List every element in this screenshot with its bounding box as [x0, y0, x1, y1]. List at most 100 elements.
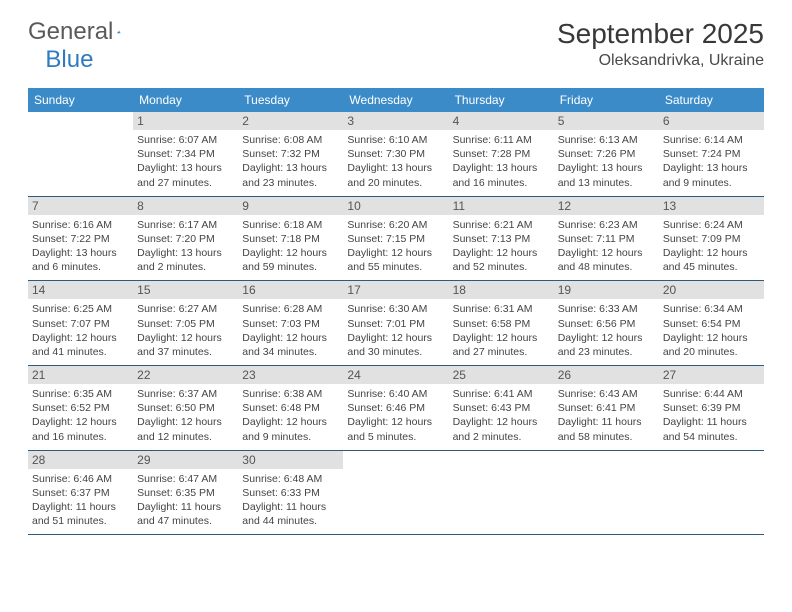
day-number — [659, 451, 764, 455]
sun-line: Daylight: 12 hours — [347, 331, 444, 345]
day-number: 17 — [343, 281, 448, 299]
sun-line: Sunset: 7:28 PM — [453, 147, 550, 161]
sun-line: Daylight: 11 hours — [558, 415, 655, 429]
sun-line: Sunrise: 6:24 AM — [663, 218, 760, 232]
sun-line: Sunrise: 6:34 AM — [663, 302, 760, 316]
sun-line: Sunrise: 6:18 AM — [242, 218, 339, 232]
day-number — [343, 451, 448, 455]
sun-line: Sunrise: 6:43 AM — [558, 387, 655, 401]
sun-line: Sunrise: 6:25 AM — [32, 302, 129, 316]
sun-line: Daylight: 12 hours — [32, 331, 129, 345]
dow-monday: Monday — [133, 88, 238, 112]
day-cell: 24Sunrise: 6:40 AMSunset: 6:46 PMDayligh… — [343, 366, 448, 450]
sun-line: Sunrise: 6:38 AM — [242, 387, 339, 401]
sun-line: Sunrise: 6:46 AM — [32, 472, 129, 486]
day-number: 14 — [28, 281, 133, 299]
sun-line: Sunset: 7:26 PM — [558, 147, 655, 161]
sun-line: Sunrise: 6:17 AM — [137, 218, 234, 232]
day-cell — [554, 451, 659, 535]
sun-line: Daylight: 12 hours — [453, 415, 550, 429]
sun-line: Daylight: 13 hours — [137, 161, 234, 175]
sun-line: Sunset: 7:32 PM — [242, 147, 339, 161]
sun-line: Daylight: 12 hours — [663, 246, 760, 260]
sun-line: Sunset: 6:46 PM — [347, 401, 444, 415]
day-cell: 17 Sunrise: 6:30 AMSunset: 7:01 PMDayligh… — [343, 281, 448, 365]
day-cell: 15Sunrise: 6:27 AMSunset: 7:05 PMDayligh… — [133, 281, 238, 365]
sun-line: and 52 minutes. — [453, 260, 550, 274]
day-cell: 21Sunrise: 6:35 AMSunset: 6:52 PMDayligh… — [28, 366, 133, 450]
day-number: 8 — [133, 197, 238, 215]
sun-line: Sunset: 6:54 PM — [663, 317, 760, 331]
sun-line: Sunset: 6:50 PM — [137, 401, 234, 415]
weeks-container: 1Sunrise: 6:07 AMSunset: 7:34 PMDaylight… — [28, 112, 764, 535]
sun-line: Daylight: 13 hours — [453, 161, 550, 175]
sun-line: and 59 minutes. — [242, 260, 339, 274]
day-number: 12 — [554, 197, 659, 215]
sun-line: Daylight: 13 hours — [32, 246, 129, 260]
sun-line: Sunrise: 6:37 AM — [137, 387, 234, 401]
sun-line: and 2 minutes. — [453, 430, 550, 444]
sun-line: Daylight: 11 hours — [32, 500, 129, 514]
week-row: 1Sunrise: 6:07 AMSunset: 7:34 PMDaylight… — [28, 112, 764, 197]
logo: General — [28, 18, 141, 46]
day-cell: 25Sunrise: 6:41 AMSunset: 6:43 PMDayligh… — [449, 366, 554, 450]
day-number: 3 — [343, 112, 448, 130]
day-number: 13 — [659, 197, 764, 215]
week-row: 28Sunrise: 6:46 AMSunset: 6:37 PMDayligh… — [28, 451, 764, 536]
sun-line: Daylight: 13 hours — [242, 161, 339, 175]
sun-line: Sunrise: 6:30 AM — [347, 302, 444, 316]
sun-line: Daylight: 12 hours — [347, 246, 444, 260]
day-number: 15 — [133, 281, 238, 299]
sun-line: Daylight: 13 hours — [347, 161, 444, 175]
sun-line: Daylight: 11 hours — [663, 415, 760, 429]
day-number — [554, 451, 659, 455]
day-cell: 1Sunrise: 6:07 AMSunset: 7:34 PMDaylight… — [133, 112, 238, 196]
day-number: 16 — [238, 281, 343, 299]
logo-sail-icon — [117, 23, 121, 41]
sun-line: and 12 minutes. — [137, 430, 234, 444]
day-number: 7 — [28, 197, 133, 215]
logo-word2: Blue — [45, 46, 93, 74]
sun-line: Sunrise: 6:48 AM — [242, 472, 339, 486]
sun-line: Daylight: 12 hours — [242, 246, 339, 260]
logo-word1: General — [28, 18, 113, 46]
day-number: 26 — [554, 366, 659, 384]
sun-line: and 5 minutes. — [347, 430, 444, 444]
location: Oleksandrivka, Ukraine — [557, 52, 764, 70]
sun-line: and 34 minutes. — [242, 345, 339, 359]
day-cell: 14Sunrise: 6:25 AMSunset: 7:07 PMDayligh… — [28, 281, 133, 365]
sun-line: Daylight: 12 hours — [137, 415, 234, 429]
sun-line: Sunset: 7:20 PM — [137, 232, 234, 246]
sun-line: and 54 minutes. — [663, 430, 760, 444]
sun-line: Sunrise: 6:08 AM — [242, 133, 339, 147]
day-number: 18 — [449, 281, 554, 299]
sun-line: Daylight: 12 hours — [558, 331, 655, 345]
sun-line: Daylight: 12 hours — [347, 415, 444, 429]
sun-line: Sunset: 7:13 PM — [453, 232, 550, 246]
sun-line: Sunset: 7:01 PM — [347, 317, 444, 331]
sun-line: and 2 minutes. — [137, 260, 234, 274]
sun-line: Sunset: 6:58 PM — [453, 317, 550, 331]
day-number: 4 — [449, 112, 554, 130]
sun-line: Sunset: 7:22 PM — [32, 232, 129, 246]
sun-line: Daylight: 13 hours — [558, 161, 655, 175]
sun-line: Sunset: 7:34 PM — [137, 147, 234, 161]
sun-line: Daylight: 13 hours — [137, 246, 234, 260]
day-number: 2 — [238, 112, 343, 130]
day-cell: 26Sunrise: 6:43 AMSunset: 6:41 PMDayligh… — [554, 366, 659, 450]
day-number: 9 — [238, 197, 343, 215]
sun-line: Daylight: 12 hours — [663, 331, 760, 345]
day-number: 1 — [133, 112, 238, 130]
sun-line: and 6 minutes. — [32, 260, 129, 274]
sun-line: Sunset: 6:39 PM — [663, 401, 760, 415]
sun-line: Sunrise: 6:13 AM — [558, 133, 655, 147]
day-cell: 30Sunrise: 6:48 AMSunset: 6:33 PMDayligh… — [238, 451, 343, 535]
day-cell: 12Sunrise: 6:23 AMSunset: 7:11 PMDayligh… — [554, 197, 659, 281]
sun-line: Sunset: 6:56 PM — [558, 317, 655, 331]
sun-line: and 16 minutes. — [453, 176, 550, 190]
day-number: 19 — [554, 281, 659, 299]
week-row: 14Sunrise: 6:25 AMSunset: 7:07 PMDayligh… — [28, 281, 764, 366]
sun-line: Daylight: 12 hours — [32, 415, 129, 429]
dow-saturday: Saturday — [659, 88, 764, 112]
day-cell: 2 Sunrise: 6:08 AMSunset: 7:32 PMDaylight… — [238, 112, 343, 196]
